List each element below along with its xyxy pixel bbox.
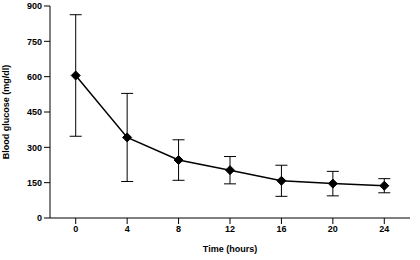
svg-text:Time (hours): Time (hours)	[203, 244, 257, 254]
svg-text:Blood glucose (mg/dl): Blood glucose (mg/dl)	[8, 65, 11, 160]
svg-text:600: 600	[27, 72, 42, 82]
svg-text:8: 8	[176, 224, 181, 234]
svg-text:300: 300	[27, 143, 42, 153]
svg-text:750: 750	[27, 37, 42, 47]
svg-text:0: 0	[37, 213, 42, 223]
svg-text:24: 24	[379, 224, 389, 234]
svg-text:16: 16	[276, 224, 286, 234]
svg-text:4: 4	[125, 224, 130, 234]
svg-text:150: 150	[27, 178, 42, 188]
svg-text:0: 0	[73, 224, 78, 234]
svg-text:900: 900	[27, 1, 42, 11]
svg-text:12: 12	[225, 224, 235, 234]
svg-text:20: 20	[328, 224, 338, 234]
svg-text:450: 450	[27, 107, 42, 117]
